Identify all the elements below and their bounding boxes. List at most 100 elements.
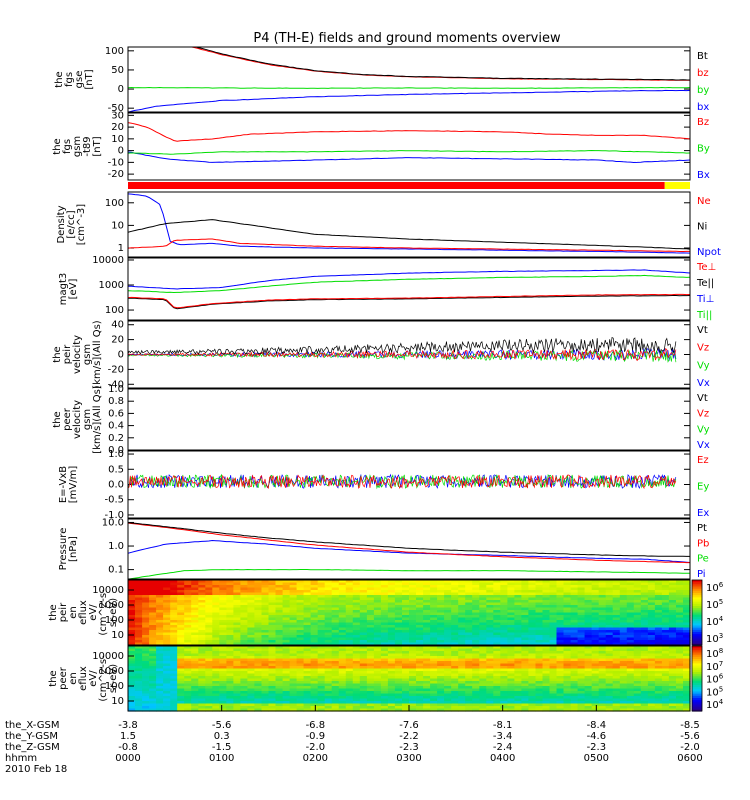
heatmap-cell: [219, 640, 227, 644]
heatmap-cell: [577, 663, 586, 667]
heatmap-cell: [570, 640, 579, 644]
heatmap-cell: [676, 678, 684, 682]
heatmap-cell: [640, 637, 649, 641]
heatmap-cell: [626, 582, 635, 586]
heatmap-cell: [563, 625, 572, 629]
heatmap-cell: [352, 587, 361, 591]
heatmap-cell: [345, 625, 354, 629]
heatmap-cell: [612, 640, 621, 644]
heatmap-cell: [668, 635, 677, 639]
heatmap-cell: [345, 706, 354, 710]
heatmap-cell: [563, 607, 572, 611]
heatmap-cell: [135, 691, 143, 695]
heatmap-cell: [303, 595, 312, 599]
heatmap-cell: [556, 706, 565, 710]
heatmap-cell: [444, 637, 452, 641]
heatmap-cell: [191, 632, 199, 636]
heatmap-cell: [683, 678, 691, 682]
heatmap-cell: [128, 683, 136, 687]
heatmap-cell: [640, 625, 649, 629]
heatmap-cell: [359, 640, 368, 644]
heatmap-cell: [430, 663, 438, 667]
heatmap-cell: [416, 686, 424, 690]
heatmap-cell: [394, 706, 403, 710]
heatmap-cell: [542, 701, 551, 705]
heatmap-cell: [430, 602, 438, 606]
heatmap-cell: [514, 590, 522, 594]
heatmap-cell: [598, 678, 607, 682]
plot-area: [128, 193, 690, 254]
heatmap-cell: [563, 640, 572, 644]
heatmap-cell: [521, 612, 529, 616]
heatmap-cell: [366, 595, 375, 599]
heatmap-cell: [247, 676, 255, 680]
heatmap-cell: [261, 706, 270, 710]
heatmap-cell: [416, 698, 424, 702]
heatmap-cell: [507, 658, 515, 662]
heatmap-cell: [282, 693, 291, 697]
heatmap-cell: [654, 615, 663, 619]
heatmap-cell: [577, 681, 586, 685]
heatmap-cell: [591, 686, 600, 690]
heatmap-cell: [184, 656, 192, 660]
heatmap-cell: [444, 595, 452, 599]
heatmap-cell: [626, 688, 635, 692]
heatmap-cell: [184, 681, 192, 685]
heatmap-cell: [338, 688, 347, 692]
heatmap-cell: [247, 701, 255, 705]
heatmap-cell: [226, 653, 234, 657]
heatmap-cell: [507, 610, 515, 614]
heatmap-cell: [458, 668, 466, 672]
heatmap-cell: [233, 651, 241, 655]
heatmap-cell: [416, 590, 424, 594]
heatmap-cell: [184, 661, 192, 665]
heatmap-cell: [409, 587, 417, 591]
heatmap-cell: [633, 686, 642, 690]
heatmap-cell: [542, 651, 551, 655]
heatmap-cell: [437, 627, 445, 631]
heatmap-cell: [135, 610, 143, 614]
heatmap-cell: [437, 703, 445, 707]
heatmap-cell: [170, 635, 178, 639]
heatmap-cell: [549, 617, 558, 621]
heatmap-cell: [331, 678, 340, 682]
heatmap-cell: [219, 658, 227, 662]
heatmap-cell: [458, 585, 466, 589]
heatmap-cell: [135, 640, 143, 644]
heatmap-cell: [479, 592, 487, 596]
heatmap-cell: [317, 602, 326, 606]
heatmap-cell: [310, 635, 319, 639]
heatmap-cell: [479, 708, 487, 712]
heatmap-cell: [479, 620, 487, 624]
heatmap-cell: [212, 668, 220, 672]
heatmap-cell: [444, 607, 452, 611]
heatmap-cell: [542, 580, 551, 584]
heatmap-cell: [683, 590, 691, 594]
heatmap-cell: [437, 708, 445, 712]
colorbar-tick-label: 105: [706, 598, 723, 611]
heatmap-cell: [535, 678, 544, 682]
heatmap-cell: [402, 597, 410, 601]
heatmap-cell: [451, 627, 459, 631]
heatmap-cell: [444, 681, 452, 685]
heatmap-cell: [296, 620, 305, 624]
x-row-value: -3.4: [493, 731, 513, 742]
heatmap-cell: [282, 676, 291, 680]
heatmap-cell: [563, 668, 572, 672]
heatmap-cell: [205, 590, 213, 594]
heatmap-cell: [676, 668, 684, 672]
heatmap-cell: [542, 671, 551, 675]
heatmap-cell: [163, 630, 171, 634]
heatmap-cell: [416, 658, 424, 662]
heatmap-cell: [317, 607, 326, 611]
heatmap-cell: [359, 625, 368, 629]
x-row-value: 1.5: [120, 731, 136, 742]
heatmap-cell: [240, 703, 248, 707]
heatmap-cell: [135, 585, 143, 589]
colorbar-cell: [692, 638, 702, 642]
heatmap-cell: [345, 656, 354, 660]
heatmap-cell: [591, 595, 600, 599]
heatmap-cell: [479, 703, 487, 707]
heatmap-cell: [535, 600, 544, 604]
heatmap-cell: [212, 646, 220, 650]
